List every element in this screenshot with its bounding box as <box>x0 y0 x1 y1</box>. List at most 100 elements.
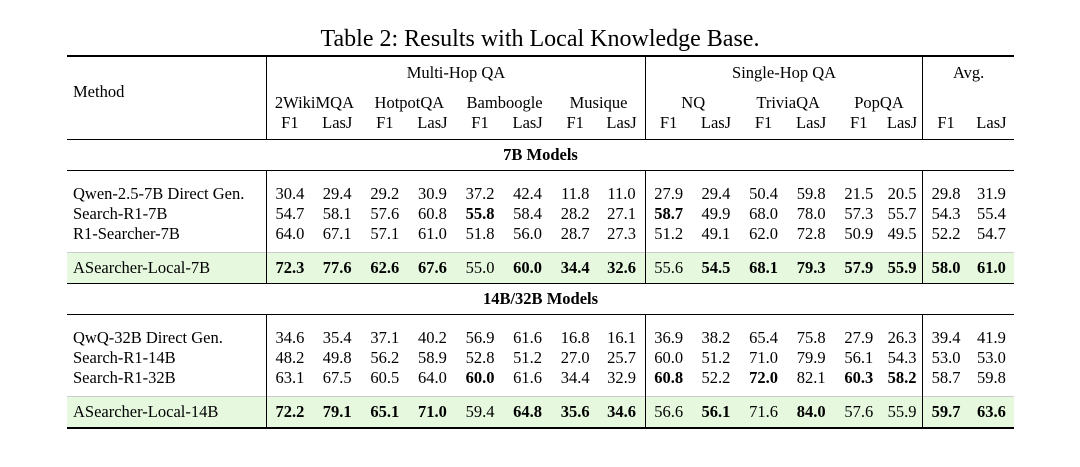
score-cell: 72.8 <box>796 223 826 243</box>
score-cell: 30.4 <box>266 170 313 204</box>
score-cell: 32.6 <box>598 251 646 283</box>
score-cell: 27.9 <box>844 327 874 347</box>
score-cell: 79.3 <box>786 251 836 283</box>
score-cell: 72.0 <box>749 367 779 387</box>
score-cell: 58.2 <box>887 367 917 387</box>
score-cell: 50.4 <box>749 183 779 203</box>
table-row: ASearcher-Local-14B 72.2 79.1 65.1 71.0 59.4 6… <box>67 395 1014 429</box>
score-cell: 65.4 <box>749 327 779 347</box>
score-cell: 59.8 <box>976 367 1006 387</box>
score-cell: 57.9 <box>835 251 882 283</box>
score-cell: 29.4 <box>322 183 352 203</box>
score-cell: 55.8 <box>465 203 495 223</box>
score-cell: 71.0 <box>407 395 457 429</box>
score-cell: 37.1 <box>370 327 400 347</box>
metric-header: LasJ <box>976 113 1007 132</box>
dataset-header-empty <box>922 89 1014 113</box>
score-cell: 37.2 <box>465 183 495 203</box>
metric-header: LasJ <box>886 113 918 132</box>
score-cell: 54.3 <box>887 347 917 367</box>
score-cell: 63.1 <box>266 367 313 396</box>
method-name: QwQ-32B Direct Gen. <box>73 327 223 347</box>
score-cell: 79.9 <box>796 347 826 367</box>
method-name: Search-R1-32B <box>73 367 176 387</box>
score-cell: 58.0 <box>922 251 969 283</box>
score-cell: 29.2 <box>370 183 400 203</box>
score-cell: 84.0 <box>786 395 836 429</box>
score-cell: 68.1 <box>740 251 787 283</box>
score-cell: 57.6 <box>370 203 400 223</box>
score-cell: 51.2 <box>644 223 692 252</box>
score-cell: 51.2 <box>701 347 731 367</box>
score-cell: 60.0 <box>644 347 692 368</box>
score-cell: 35.4 <box>322 327 352 347</box>
score-cell: 55.6 <box>644 251 692 283</box>
score-cell: 57.3 <box>844 203 874 223</box>
metric-header: LasJ <box>606 113 637 132</box>
score-cell: 51.8 <box>465 223 495 243</box>
score-cell: 82.1 <box>796 367 826 387</box>
score-cell: 59.8 <box>796 183 826 203</box>
dataset-header: HotpotQA <box>374 93 445 112</box>
metric-header: LasJ <box>322 113 353 132</box>
table-row: Qwen-2.5-7B Direct Gen. 30.4 29.4 29.2 30.9 3… <box>67 170 1014 204</box>
score-cell: 67.1 <box>322 223 352 243</box>
score-cell: 52.2 <box>701 367 731 387</box>
metric-header: LasJ <box>417 113 448 132</box>
score-cell: 29.4 <box>701 183 731 203</box>
metric-header: F1 <box>376 113 394 132</box>
score-cell: 30.9 <box>417 183 447 203</box>
score-cell: 34.4 <box>552 251 599 283</box>
method-name: Qwen-2.5-7B Direct Gen. <box>73 183 245 203</box>
metric-header: F1 <box>922 113 969 139</box>
score-cell: 40.2 <box>417 327 447 347</box>
score-cell: 63.6 <box>968 395 1014 429</box>
score-cell: 56.1 <box>691 395 741 429</box>
score-cell: 57.1 <box>370 223 400 243</box>
score-cell: 79.1 <box>312 395 362 429</box>
score-cell: 61.6 <box>513 367 543 387</box>
score-cell: 52.8 <box>465 347 495 367</box>
score-cell: 60.8 <box>417 203 447 223</box>
score-cell: 35.6 <box>552 395 599 429</box>
metric-header: F1 <box>754 113 773 132</box>
score-cell: 77.6 <box>312 251 362 283</box>
score-cell: 55.4 <box>976 203 1006 223</box>
dataset-header: 2WikiMQA <box>266 89 362 113</box>
metric-header: F1 <box>850 113 868 132</box>
score-cell: 53.0 <box>922 347 969 368</box>
score-cell: 55.7 <box>887 203 917 223</box>
score-cell: 61.0 <box>968 251 1014 283</box>
results-table: Method Multi-Hop QA Single-Hop QA Avg. 2… <box>67 55 1014 429</box>
score-cell: 67.5 <box>322 367 352 387</box>
score-cell: 58.4 <box>513 203 543 223</box>
avg-header: Avg. <box>922 55 1014 89</box>
score-cell: 48.2 <box>266 347 313 368</box>
score-cell: 42.4 <box>513 183 543 203</box>
score-cell: 50.9 <box>844 223 874 243</box>
method-name: Search-R1-7B <box>73 203 168 223</box>
score-cell: 75.8 <box>796 327 826 347</box>
table-row: Search-R1-7B 54.7 58.1 57.6 60.8 55.8 58.4 28.2… <box>67 203 1014 224</box>
score-cell: 32.9 <box>607 367 636 387</box>
score-cell: 54.5 <box>691 251 741 283</box>
score-cell: 71.6 <box>740 395 787 429</box>
score-cell: 39.4 <box>922 314 969 348</box>
score-cell: 16.8 <box>560 327 590 347</box>
metric-header: LasJ <box>796 113 827 132</box>
score-cell: 11.8 <box>561 183 590 203</box>
score-cell: 27.1 <box>607 203 636 223</box>
score-cell: 54.7 <box>976 223 1006 243</box>
score-cell: 65.1 <box>361 395 408 429</box>
score-cell: 61.6 <box>513 327 543 347</box>
section-title: 7B Models <box>67 138 1014 171</box>
score-cell: 41.9 <box>976 327 1006 347</box>
score-cell: 16.1 <box>607 327 636 347</box>
score-cell: 60.8 <box>644 367 692 396</box>
multi-hop-header: Multi-Hop QA <box>266 55 646 89</box>
score-cell: 54.3 <box>922 203 969 224</box>
method-name: ASearcher-Local-7B <box>67 251 267 283</box>
score-cell: 58.1 <box>322 203 352 223</box>
score-cell: 60.5 <box>370 367 400 387</box>
score-cell: 60.0 <box>465 367 495 387</box>
